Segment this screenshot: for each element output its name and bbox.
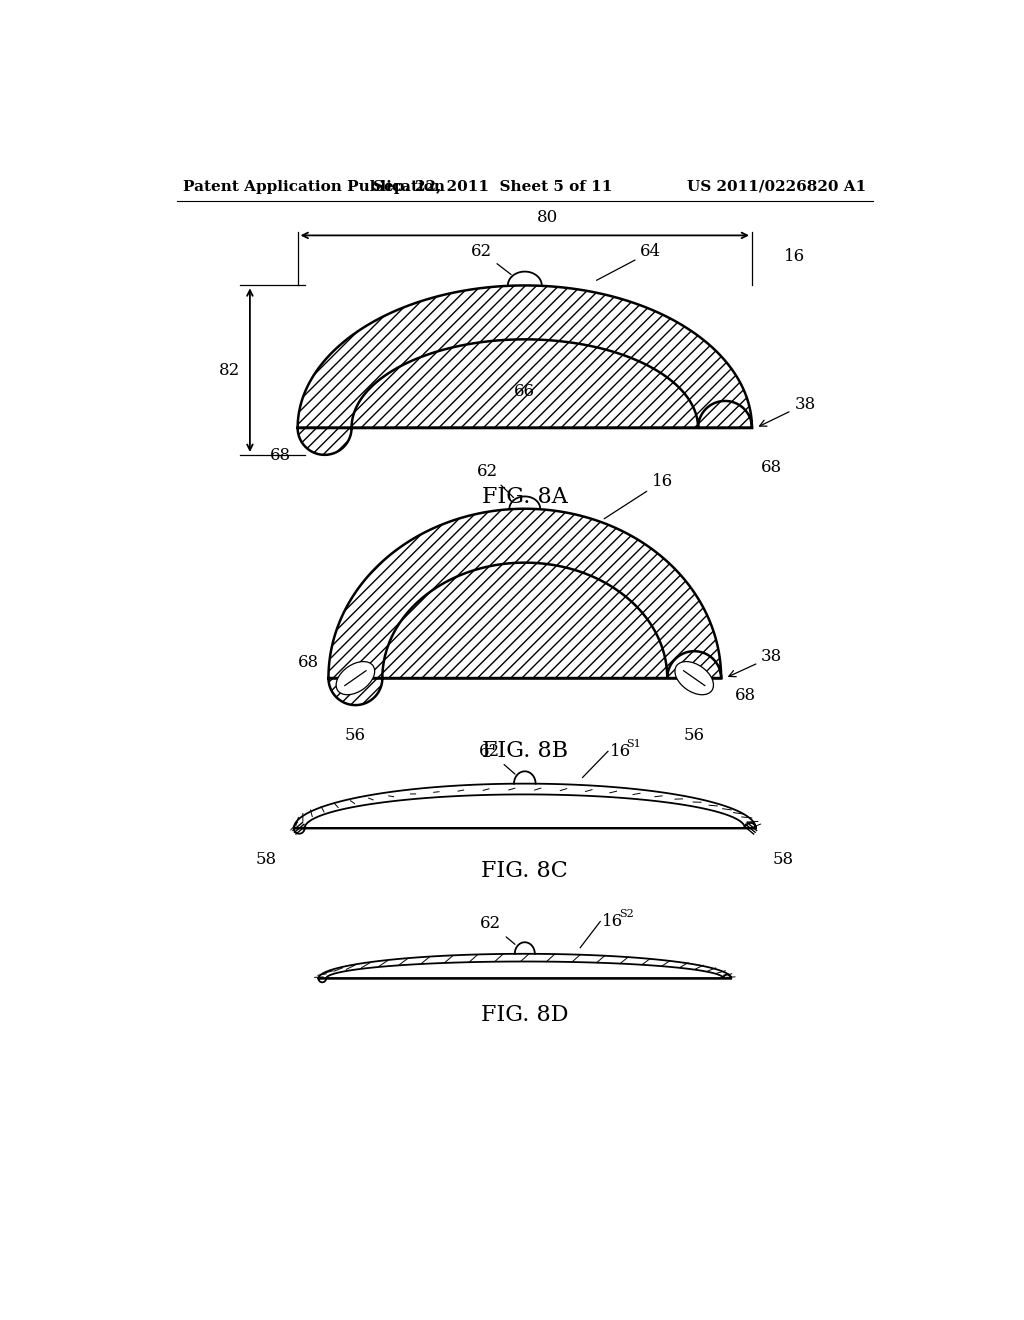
Text: 82: 82 [219, 362, 240, 379]
Text: 38: 38 [760, 396, 815, 426]
Text: 68: 68 [298, 655, 319, 672]
Text: 56: 56 [684, 726, 705, 743]
Text: 80: 80 [538, 209, 558, 226]
Text: 16: 16 [602, 913, 623, 931]
Text: S2: S2 [618, 908, 634, 919]
Text: 68: 68 [270, 447, 292, 465]
Text: 56: 56 [345, 726, 366, 743]
Text: 64: 64 [597, 243, 662, 280]
Text: Patent Application Publication: Patent Application Publication [183, 180, 444, 194]
Text: Sep. 22, 2011  Sheet 5 of 11: Sep. 22, 2011 Sheet 5 of 11 [373, 180, 612, 194]
Text: FIG. 8A: FIG. 8A [482, 486, 567, 508]
Text: 58: 58 [256, 850, 276, 867]
Text: 58: 58 [773, 850, 794, 867]
Ellipse shape [336, 661, 375, 694]
Text: 68: 68 [761, 459, 782, 475]
Polygon shape [329, 508, 721, 705]
Text: 66: 66 [514, 383, 536, 400]
Text: 68: 68 [735, 686, 756, 704]
Text: 62: 62 [477, 463, 514, 498]
Text: S1: S1 [627, 739, 641, 748]
Text: 16: 16 [609, 743, 631, 760]
Ellipse shape [675, 661, 714, 694]
Text: 62: 62 [471, 243, 511, 275]
Polygon shape [298, 285, 752, 455]
Text: FIG. 8D: FIG. 8D [481, 1003, 568, 1026]
Text: FIG. 8C: FIG. 8C [481, 859, 568, 882]
Polygon shape [294, 784, 756, 834]
Text: 62: 62 [480, 915, 515, 944]
Text: US 2011/0226820 A1: US 2011/0226820 A1 [687, 180, 866, 194]
Text: 62: 62 [478, 743, 515, 774]
Polygon shape [318, 954, 731, 982]
Text: 16: 16 [604, 473, 673, 519]
Text: 16: 16 [784, 248, 806, 265]
Text: 38: 38 [729, 648, 782, 677]
Text: FIG. 8B: FIG. 8B [481, 741, 568, 763]
